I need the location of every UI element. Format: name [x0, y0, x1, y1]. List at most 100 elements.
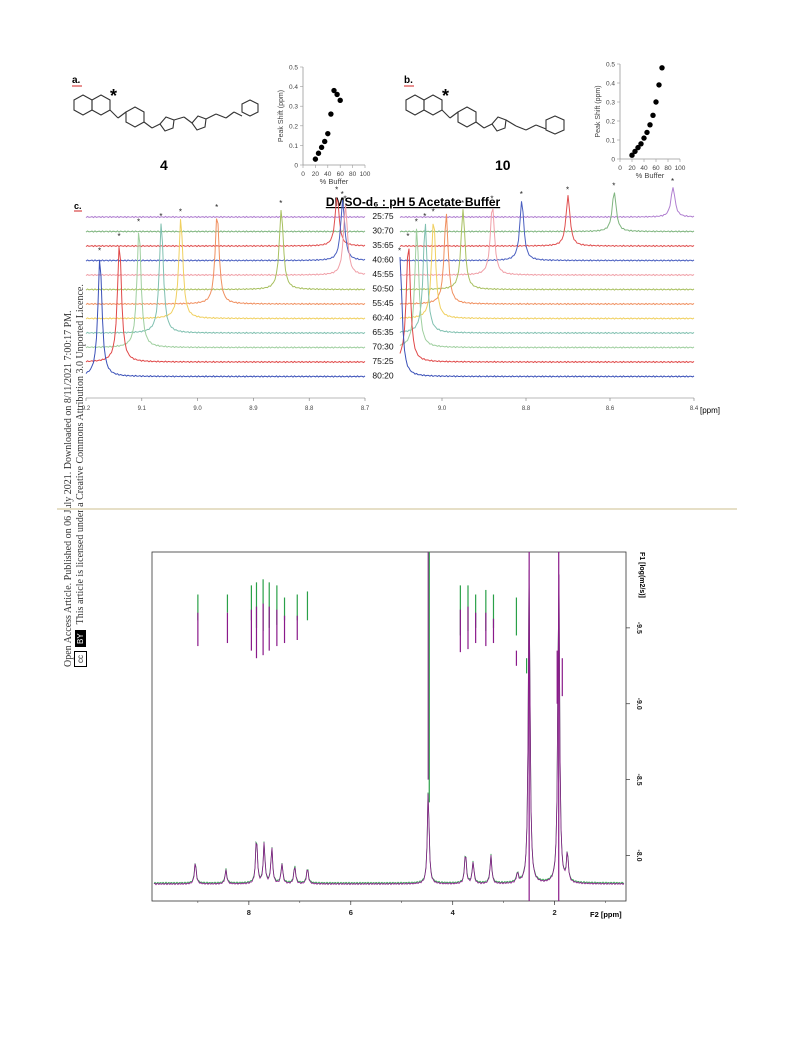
spectrum-trace-left: [85, 218, 366, 306]
panel-b-point: [629, 152, 635, 158]
panel-a-label: a.: [72, 75, 81, 86]
ratio-label: 25:75: [372, 211, 394, 221]
panel-a-x-tick-label: 100: [360, 171, 371, 178]
panel-b-x-tick-label: 40: [640, 165, 648, 172]
left-ppm-tick-label: 8.9: [249, 406, 258, 412]
panel-a-point: [334, 91, 340, 98]
panel-b-label: b.: [404, 75, 413, 86]
panel-a-x-tick-label: 40: [324, 171, 332, 178]
ratio-label: 55:45: [372, 298, 394, 308]
panel-b-x-tick-label: 60: [652, 165, 660, 172]
ratio-label: 50:50: [372, 284, 394, 294]
panel-a-point: [328, 111, 334, 117]
dosy-2d-spectrum: -9.5 -9.0 -8.5 -8.0 8 6 4 2: [153, 552, 642, 917]
right-ppm-tick-label: 8.8: [522, 406, 531, 412]
panel-a-scatter: 0 0.1 0.2 0.3 0.4 0.5 0 20 40 60 80 100 % Buffer Peak…: [278, 65, 371, 187]
peak-star-right: *: [423, 212, 426, 221]
compound-4-star: *: [110, 86, 117, 106]
panel-a-y-label: Peak Shift (ppm): [278, 90, 285, 142]
spectrum-trace-right: [399, 223, 695, 335]
panel-b-point: [653, 99, 659, 105]
panel-a-point: [337, 97, 343, 104]
spectrum-trace-right: [399, 195, 695, 248]
dosy-x-tick-label: 4: [451, 908, 456, 917]
ratio-label: 35:65: [372, 240, 394, 250]
panel-a-y-tick-label: 0.1: [289, 143, 298, 150]
peak-star-left: *: [117, 232, 120, 241]
peak-star-right: *: [444, 203, 447, 212]
panel-c-axis-unit: [ppm]: [700, 406, 720, 415]
panel-a-point: [325, 130, 331, 137]
spectrum-trace-right: [399, 228, 695, 349]
panel-b-x-label: % Buffer: [636, 171, 665, 180]
panel-a-point: [318, 144, 325, 151]
panel-b-y-label: Peak Shift (ppm): [595, 85, 602, 137]
panel-b-y-tick-label: 0.5: [606, 62, 615, 69]
panel-a-y-tick-label: 0.3: [289, 104, 298, 111]
panel-a-x-tick-label: 80: [349, 171, 357, 178]
panel-a-x-tick-label: 60: [337, 171, 345, 178]
peak-star-right: *: [398, 247, 401, 256]
peak-star-right: *: [520, 190, 523, 199]
spectrum-trace-right: [399, 213, 695, 306]
dosy-y-tick-label: -8.0: [635, 849, 642, 861]
panel-a-y-tick-label: 0: [294, 163, 298, 170]
dosy-y-tick-label: -9.0: [635, 698, 642, 710]
ratio-label: 80:20: [372, 371, 394, 381]
peak-star-right: *: [415, 218, 418, 227]
dosy-projection-purple: [153, 570, 625, 886]
dosy-y-tick-label: -9.5: [635, 622, 642, 634]
panel-a-point: [331, 87, 337, 94]
dosy-f1-label: F1 [log(m2/s)]: [638, 552, 645, 598]
dosy-y-tick-label: -8.5: [635, 774, 642, 786]
panel-b-y-tick-label: 0: [611, 157, 615, 164]
peak-star-right: *: [612, 181, 615, 190]
ratio-label: 65:35: [372, 327, 394, 337]
panel-b-point: [644, 129, 650, 136]
spectrum-trace-left: [85, 247, 366, 364]
left-ppm-tick-label: 8.7: [361, 406, 370, 412]
compound-4-structure: [73, 94, 259, 132]
peak-star-right: *: [432, 207, 435, 216]
peak-star-left: *: [179, 207, 182, 216]
spectrum-trace-right: [399, 223, 695, 320]
peak-star-left: *: [159, 212, 162, 221]
panel-c-label: c.: [74, 201, 82, 211]
panel-a-point: [312, 156, 319, 162]
panel-c-title: DMSO-d₆ : pH 5 Acetate Buffer: [326, 195, 501, 209]
spectrum-trace-left: [85, 210, 366, 291]
dosy-projection-green: [153, 569, 625, 885]
panel-b-y-tick-label: 0.3: [606, 100, 615, 107]
left-ppm-tick-label: 9.1: [138, 406, 147, 412]
spectrum-trace-left: [85, 196, 366, 248]
panel-a-y-tick-label: 0.4: [289, 84, 298, 91]
peak-star-right: *: [490, 194, 493, 203]
panel-b-x-tick-label: 20: [628, 165, 636, 172]
spectrum-trace-left: [85, 232, 366, 349]
right-ppm-tick-label: 8.4: [690, 406, 699, 412]
dosy-f2-label: F2 [ppm]: [590, 910, 622, 919]
panel-a-point: [315, 150, 322, 156]
panel-a-point: [322, 138, 328, 145]
panel-b-x-tick-label: 80: [664, 165, 672, 172]
compound-10-structure: [405, 94, 565, 135]
panel-b-point: [650, 112, 656, 119]
spectrum-trace-left: [85, 223, 366, 335]
panel-b-x-tick-label: 100: [675, 165, 686, 172]
dosy-frame: [151, 551, 627, 902]
figure-top: a. * 4 00.10.20.30.40.50 20 40 60 80 100% Buf…: [72, 62, 720, 415]
peak-star-left: *: [335, 186, 338, 195]
panel-b-y-tick-label: 0.2: [606, 119, 615, 126]
peak-star-left: *: [343, 194, 346, 203]
spectrum-trace-right: [399, 248, 695, 364]
spectrum-trace-left: [85, 260, 366, 378]
spectrum-trace-left: [85, 199, 366, 262]
dosy-figure: -9.5 -9.0 -8.5 -8.0 8 6 4 2 F1 [log(m2/s)] F2 […: [151, 551, 645, 919]
peak-star-left: *: [215, 203, 218, 212]
panel-b-scatter: 0 0.1 0.2 0.3 0.4 0.5 0 20 40 60 80 100 % Buffer Peak…: [595, 62, 686, 181]
right-ppm-tick-label: 9.0: [438, 406, 447, 412]
dosy-x-tick-label: 8: [247, 908, 251, 917]
compound-10-star: *: [442, 86, 449, 106]
spectrum-trace-right: [399, 257, 695, 378]
panel-b-point: [641, 135, 647, 141]
